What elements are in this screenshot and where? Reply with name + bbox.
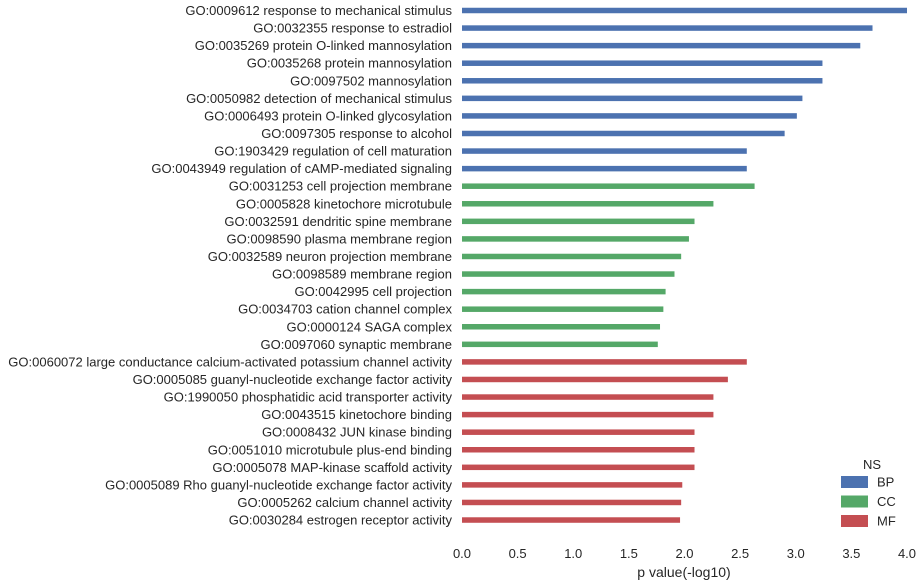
bar-12 (462, 218, 695, 225)
bars-group (462, 7, 907, 523)
bar-7 (462, 130, 785, 137)
category-label: GO:0042995 cell projection (294, 284, 452, 299)
bar-21 (462, 376, 728, 383)
legend-label-cc: CC (877, 494, 896, 509)
bar-22 (462, 394, 714, 400)
bar-23 (462, 411, 714, 418)
x-tick-label: 0.0 (453, 546, 471, 561)
category-label: GO:0097502 mannosylation (290, 73, 452, 88)
bar-0 (462, 7, 907, 14)
category-label: GO:0098590 plasma membrane region (227, 231, 452, 246)
category-label: GO:0050982 detection of mechanical stimu… (186, 91, 452, 106)
bar-5 (462, 95, 803, 102)
legend-swatch-bp (841, 476, 868, 488)
bar-20 (462, 359, 747, 365)
category-labels-group: GO:0009612 response to mechanical stimul… (8, 3, 452, 528)
x-axis-ticks-group: 0.0 0.5 1.0 1.5 2.0 2.5 3.0 3.5 4.0 (453, 546, 916, 561)
bar-29 (462, 517, 681, 523)
category-label: GO:0034703 cation channel complex (238, 302, 452, 317)
category-label: GO:0005078 MAP-kinase scaffold activity (212, 460, 452, 475)
bar-26 (462, 464, 695, 471)
bar-14 (462, 253, 682, 260)
x-axis-title: p value(-log10) (637, 564, 730, 580)
category-label: GO:0097060 synaptic membrane (261, 337, 453, 352)
bar-9 (462, 165, 747, 172)
x-tick-label: 0.5 (509, 546, 527, 561)
category-label: GO:0031253 cell projection membrane (229, 179, 452, 194)
category-label: GO:0043949 regulation of cAMP-mediated s… (151, 161, 452, 176)
bar-19 (462, 341, 658, 348)
bar-4 (462, 78, 823, 84)
category-label: GO:0005828 kinetochore microtubule (236, 196, 452, 211)
category-label: GO:0032355 response to estradiol (253, 21, 452, 36)
bar-6 (462, 113, 797, 119)
category-label: GO:1990050 phosphatidic acid transporter… (164, 390, 453, 405)
legend-title: NS (863, 457, 881, 472)
legend: NS BP CC MF (841, 457, 896, 529)
bar-13 (462, 236, 689, 242)
category-label: GO:0051010 microtubule plus-end binding (208, 442, 452, 457)
legend-swatch-cc (841, 495, 868, 508)
legend-label-bp: BP (877, 475, 894, 490)
category-label: GO:0032591 dendritic spine membrane (224, 214, 452, 229)
x-tick-label: 3.0 (787, 546, 805, 561)
bar-25 (462, 447, 695, 453)
category-label: GO:0032589 neuron projection membrane (208, 249, 452, 264)
category-label: GO:0030284 estrogen receptor activity (229, 513, 453, 528)
category-label: GO:0035268 protein mannosylation (247, 56, 452, 71)
bar-3 (462, 60, 823, 66)
bar-28 (462, 499, 682, 506)
category-label: GO:1903429 regulation of cell maturation (214, 144, 452, 159)
x-tick-label: 4.0 (898, 546, 916, 561)
x-tick-label: 3.5 (842, 546, 860, 561)
bar-24 (462, 429, 695, 435)
category-label: GO:0060072 large conductance calcium-act… (8, 354, 452, 369)
bar-16 (462, 288, 666, 295)
bar-10 (462, 183, 755, 189)
x-tick-label: 1.5 (620, 546, 638, 561)
bar-27 (462, 482, 683, 488)
bar-1 (462, 25, 873, 31)
category-label: GO:0005262 calcium channel activity (237, 495, 452, 510)
bar-15 (462, 271, 675, 277)
bar-11 (462, 201, 714, 207)
category-label: GO:0000124 SAGA complex (287, 319, 453, 334)
category-label: GO:0006493 protein O-linked glycosylatio… (204, 108, 452, 123)
x-tick-label: 2.0 (675, 546, 693, 561)
category-label: GO:0098589 membrane region (272, 267, 452, 282)
x-tick-label: 1.0 (564, 546, 582, 561)
category-label: GO:0035269 protein O-linked mannosylatio… (195, 38, 452, 53)
bar-2 (462, 42, 861, 49)
category-label: GO:0097305 response to alcohol (261, 126, 452, 141)
category-label: GO:0009612 response to mechanical stimul… (185, 3, 452, 18)
category-label: GO:0005085 guanyl-nucleotide exchange fa… (133, 372, 453, 387)
category-label: GO:0008432 JUN kinase binding (262, 425, 452, 440)
bar-17 (462, 306, 664, 312)
category-label: GO:0005089 Rho guanyl-nucleotide exchang… (105, 477, 452, 492)
category-label: GO:0043515 kinetochore binding (261, 407, 452, 422)
bar-8 (462, 148, 747, 154)
bar-18 (462, 324, 661, 330)
x-tick-label: 2.5 (731, 546, 749, 561)
legend-swatch-mf (841, 515, 868, 527)
legend-label-mf: MF (877, 514, 896, 529)
